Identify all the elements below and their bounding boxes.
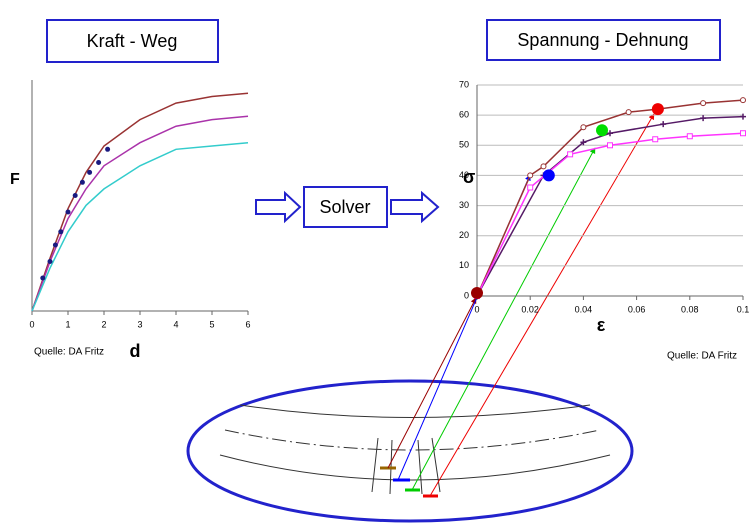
point [580,139,587,146]
point [607,130,613,137]
point [79,179,85,185]
x-tick-label: 0.02 [521,304,539,314]
point [700,100,707,107]
series-line [31,92,249,312]
series-line [476,99,744,297]
y-tick-label: 20 [459,230,469,240]
point [58,229,64,235]
x-axis-label: d [130,341,141,361]
point [471,286,483,299]
point [740,113,746,120]
point [542,169,555,182]
point [700,115,707,122]
y-axis-label: σ [463,167,475,187]
point [72,193,78,198]
x-tick-label: 2 [101,319,106,329]
title-box [46,19,219,63]
point [596,124,609,137]
point [540,163,547,170]
point [625,109,632,116]
arrow [255,190,302,224]
point [686,133,693,140]
series-line [476,132,744,297]
x-tick-label: 0.08 [681,304,699,314]
point [607,142,613,149]
y-tick-label: 60 [459,110,469,120]
point [65,209,71,215]
series-line [31,141,249,312]
point [52,242,58,248]
point [40,275,46,281]
x-tick-label: 0 [474,304,479,314]
y-axis-label: F [10,171,20,188]
point [740,130,746,137]
y-tick-label: 40 [459,170,469,180]
x-tick-label: 0.1 [737,304,750,314]
solver-label: Solver [319,197,370,217]
arrow [390,190,440,224]
chart-title: Spannung - Dehnung [517,30,688,50]
y-tick-label: 10 [459,260,469,270]
point [527,172,534,179]
source: Quelle: DA Fritz [34,347,104,358]
x-tick-label: 6 [245,319,250,329]
point [105,146,111,152]
point [660,121,667,128]
point [96,160,102,165]
point [651,103,664,116]
x-tick-label: 1 [65,319,70,329]
y-tick-label: 30 [459,200,469,210]
point [567,151,574,158]
y-tick-label: 0 [464,290,469,300]
point [87,169,93,175]
y-tick-label: 50 [459,140,469,150]
point [652,136,659,143]
y-tick-label: 70 [459,79,469,89]
point [580,124,587,131]
point [47,259,53,264]
x-tick-label: 4 [173,319,178,329]
x-tick-label: 5 [209,319,214,329]
beam-detail [186,113,655,523]
point [527,184,534,191]
x-tick-label: 0 [29,319,34,329]
x-tick-label: 0.06 [628,304,646,314]
x-tick-label: 0.04 [575,304,593,314]
point [740,97,746,104]
x-axis-label: ε [597,315,606,335]
solver-box [303,186,388,228]
title-box [486,19,721,61]
x-tick-label: 3 [137,319,142,329]
source: Quelle: DA Fritz [667,351,737,362]
chart-title: Kraft - Weg [87,31,178,51]
